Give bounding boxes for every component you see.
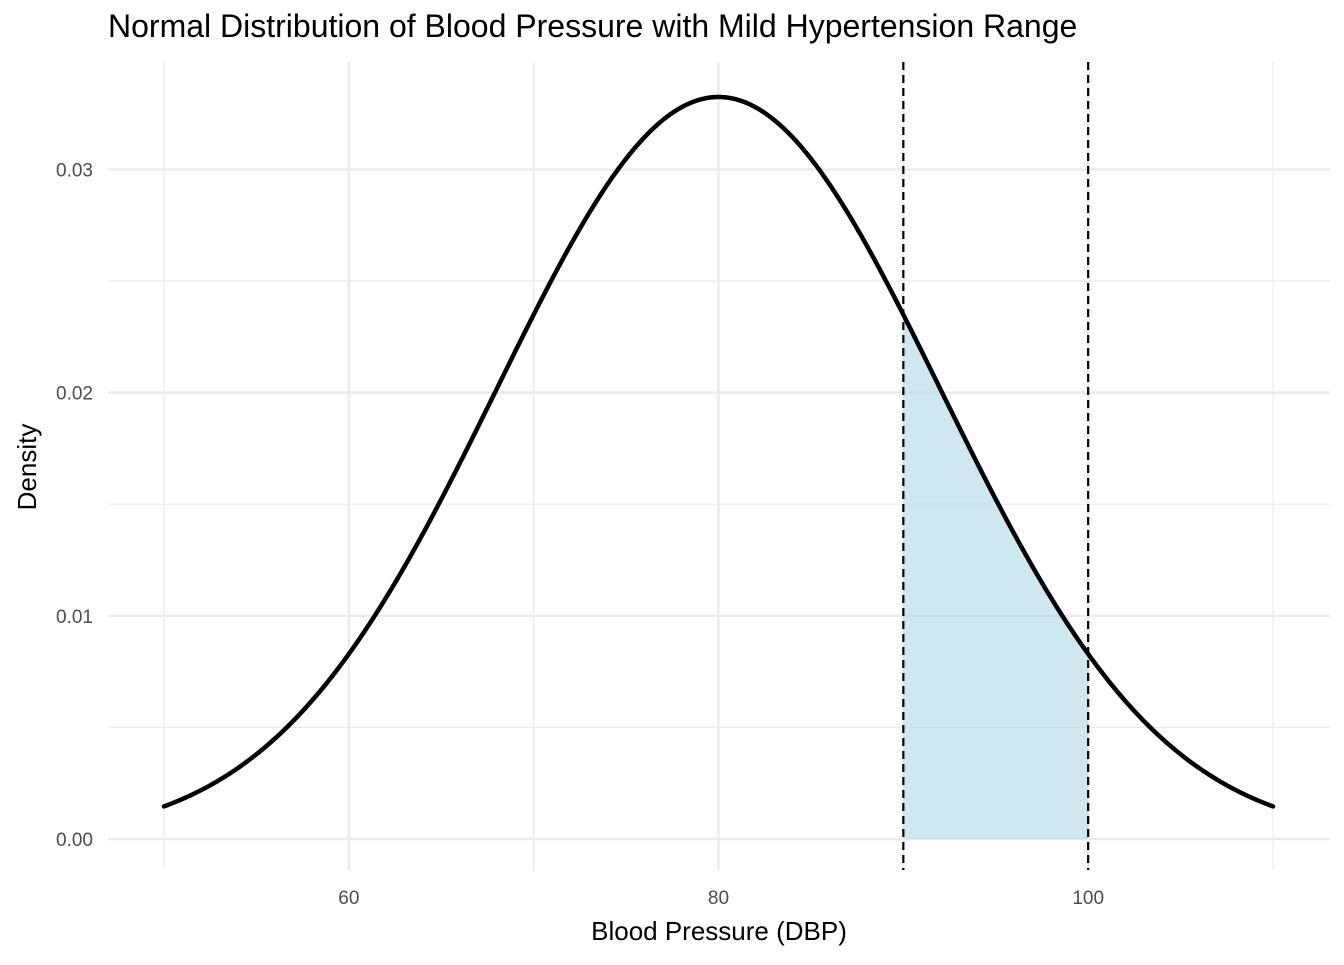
chart-title: Normal Distribution of Blood Pressure wi… <box>108 8 1078 44</box>
y-tick-label: 0.01 <box>56 607 93 628</box>
x-axis-label: Blood Pressure (DBP) <box>591 916 847 946</box>
grid-lines <box>108 62 1330 870</box>
y-tick-label: 0.03 <box>56 160 93 181</box>
y-tick-label: 0.00 <box>56 830 93 851</box>
y-tick-label: 0.02 <box>56 384 93 405</box>
x-tick-label: 100 <box>1072 888 1104 909</box>
x-tick-label: 60 <box>338 888 359 909</box>
y-axis-label: Density <box>12 424 42 511</box>
x-tick-label: 80 <box>708 888 729 909</box>
shaded-area-mild-hypertension <box>903 314 1089 839</box>
